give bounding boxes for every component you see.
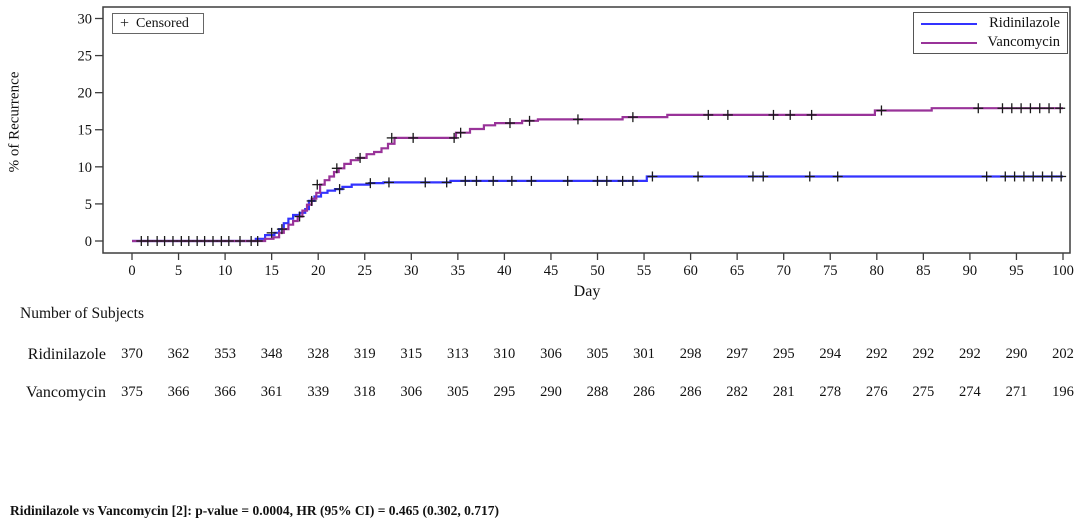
y-tick-label: 30 xyxy=(78,11,93,27)
subjects-value-vancomycin-day65: 282 xyxy=(726,384,749,400)
ridinilazole-line-swatch-icon xyxy=(921,22,977,25)
subjects-value-ridinilazole-day100: 202 xyxy=(1052,346,1074,362)
subjects-value-ridinilazole-day65: 297 xyxy=(726,346,749,362)
x-tick-label: 25 xyxy=(358,263,373,279)
x-tick-label: 65 xyxy=(730,263,745,279)
y-tick-label: 20 xyxy=(78,86,93,102)
subjects-value-vancomycin-day70: 281 xyxy=(772,384,795,400)
subjects-value-vancomycin-day85: 275 xyxy=(912,384,935,400)
subjects-value-vancomycin-day95: 271 xyxy=(1005,384,1028,400)
subjects-value-ridinilazole-day5: 362 xyxy=(167,346,190,362)
x-tick-label: 75 xyxy=(823,263,838,279)
subjects-table-header: Number of Subjects xyxy=(20,305,144,322)
x-tick-label: 45 xyxy=(544,263,559,279)
subjects-value-vancomycin-day20: 339 xyxy=(307,384,330,400)
subjects-value-ridinilazole-day25: 319 xyxy=(353,346,376,362)
subjects-value-vancomycin-day25: 318 xyxy=(353,384,376,400)
y-tick-label: 10 xyxy=(78,160,93,176)
x-tick-label: 60 xyxy=(683,263,698,279)
subjects-value-ridinilazole-day0: 370 xyxy=(121,346,143,362)
x-tick-label: 50 xyxy=(590,263,605,279)
subjects-value-vancomycin-day5: 366 xyxy=(167,384,190,400)
subjects-row-label-vancomycin: Vancomycin xyxy=(26,384,106,401)
subjects-value-ridinilazole-day90: 292 xyxy=(959,346,981,362)
subjects-value-ridinilazole-day85: 292 xyxy=(912,346,935,362)
subjects-value-ridinilazole-day30: 315 xyxy=(400,346,423,362)
subjects-value-ridinilazole-day75: 294 xyxy=(819,346,842,362)
subjects-value-ridinilazole-day15: 348 xyxy=(260,346,283,362)
legend-label-ridinilazole: Ridinilazole xyxy=(989,15,1060,31)
x-tick-label: 100 xyxy=(1052,263,1074,279)
vancomycin-line-swatch-icon xyxy=(921,41,977,44)
subjects-value-vancomycin-day45: 290 xyxy=(540,384,562,400)
x-tick-label: 55 xyxy=(637,263,652,279)
subjects-value-ridinilazole-day60: 298 xyxy=(679,346,702,362)
statistics-footnote: Ridinilazole vs Vancomycin [2]: p-value … xyxy=(10,503,500,518)
subjects-value-vancomycin-day50: 288 xyxy=(586,384,609,400)
subjects-value-ridinilazole-day50: 305 xyxy=(586,346,609,362)
subjects-value-vancomycin-day15: 361 xyxy=(260,384,283,400)
subjects-value-vancomycin-day60: 286 xyxy=(679,384,702,400)
legend-row-vancomycin: Vancomycin xyxy=(914,34,1067,51)
x-tick-label: 5 xyxy=(175,263,182,279)
subjects-value-vancomycin-day30: 306 xyxy=(400,384,423,400)
subjects-value-vancomycin-day80: 276 xyxy=(865,384,888,400)
subjects-value-ridinilazole-day95: 290 xyxy=(1005,346,1028,362)
subjects-value-ridinilazole-day20: 328 xyxy=(307,346,330,362)
subjects-value-ridinilazole-day80: 292 xyxy=(865,346,888,362)
x-tick-label: 0 xyxy=(128,263,135,279)
y-tick-label: 15 xyxy=(78,123,93,139)
x-tick-label: 95 xyxy=(1009,263,1024,279)
subjects-value-ridinilazole-day55: 301 xyxy=(633,346,655,362)
x-tick-label: 20 xyxy=(311,263,326,279)
subjects-value-ridinilazole-day10: 353 xyxy=(214,346,236,362)
censored-legend-label: Censored xyxy=(136,15,189,31)
x-tick-label: 80 xyxy=(870,263,885,279)
subjects-value-ridinilazole-day45: 306 xyxy=(540,346,562,362)
y-tick-label: 5 xyxy=(85,197,92,213)
y-axis-title: % of Recurrence xyxy=(6,71,23,173)
subjects-value-ridinilazole-day70: 295 xyxy=(772,346,795,362)
x-tick-label: 70 xyxy=(776,263,791,279)
x-tick-label: 15 xyxy=(264,263,279,279)
subjects-value-vancomycin-day10: 366 xyxy=(214,384,236,400)
x-tick-label: 90 xyxy=(963,263,978,279)
y-tick-label: 0 xyxy=(85,234,92,250)
x-tick-label: 35 xyxy=(451,263,466,279)
x-tick-label: 30 xyxy=(404,263,419,279)
x-tick-label: 10 xyxy=(218,263,233,279)
subjects-value-vancomycin-day35: 305 xyxy=(446,384,469,400)
subjects-value-vancomycin-day75: 278 xyxy=(819,384,842,400)
subjects-value-ridinilazole-day40: 310 xyxy=(493,346,516,362)
x-tick-label: 40 xyxy=(497,263,512,279)
subjects-value-vancomycin-day0: 375 xyxy=(121,384,143,400)
x-axis-title: Day xyxy=(573,283,601,300)
subjects-row-label-ridinilazole: Ridinilazole xyxy=(27,346,106,363)
legend-row-ridinilazole: Ridinilazole xyxy=(914,15,1067,32)
subjects-value-ridinilazole-day35: 313 xyxy=(446,346,469,362)
subjects-value-vancomycin-day40: 295 xyxy=(493,384,516,400)
subjects-value-vancomycin-day100: 196 xyxy=(1052,384,1074,400)
censored-legend-box: + Censored xyxy=(112,13,204,34)
series-legend-box: Ridinilazole Vancomycin xyxy=(913,12,1068,54)
y-tick-label: 25 xyxy=(78,49,93,65)
subjects-value-vancomycin-day90: 274 xyxy=(959,384,981,400)
series-line-vancomycin xyxy=(132,107,1063,243)
km-plot-canvas: 0 5 10 15 20 25 30 0 5 10 15 20 25 30 35 40 45 50 55 60 65 70… xyxy=(78,6,1074,279)
legend-label-vancomycin: Vancomycin xyxy=(987,34,1060,50)
subjects-value-vancomycin-day55: 286 xyxy=(633,384,655,400)
censored-plus-icon: + xyxy=(120,14,130,32)
x-tick-label: 85 xyxy=(916,263,931,279)
